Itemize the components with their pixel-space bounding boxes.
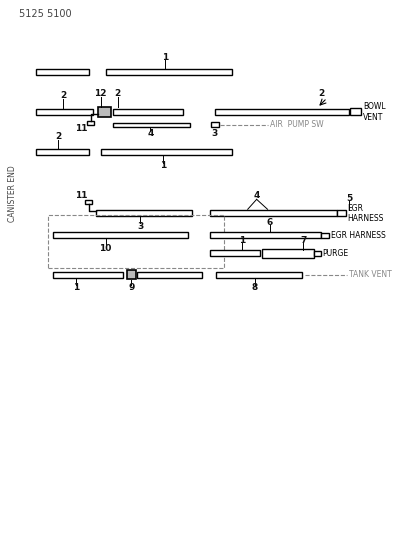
- Bar: [96, 211, 192, 216]
- Bar: [113, 109, 183, 115]
- Text: BOWL
VENT: BOWL VENT: [363, 102, 386, 122]
- Bar: [48, 215, 224, 268]
- Bar: [36, 69, 89, 75]
- Text: 9: 9: [128, 284, 135, 293]
- Bar: [53, 232, 188, 238]
- Bar: [210, 250, 259, 256]
- Bar: [350, 108, 361, 115]
- Text: 4: 4: [253, 191, 260, 200]
- Text: 10: 10: [100, 244, 112, 253]
- Bar: [113, 123, 190, 127]
- Bar: [98, 107, 111, 117]
- Text: 8: 8: [251, 284, 258, 293]
- Text: CANISTER END: CANISTER END: [8, 165, 17, 222]
- Bar: [87, 121, 94, 125]
- Text: 12: 12: [95, 90, 107, 99]
- Bar: [314, 251, 321, 255]
- Bar: [210, 232, 321, 238]
- Text: 3: 3: [137, 222, 144, 231]
- Text: 7: 7: [300, 236, 306, 245]
- Bar: [215, 109, 349, 115]
- Bar: [337, 211, 346, 216]
- Bar: [36, 109, 93, 115]
- Text: 4: 4: [147, 129, 153, 138]
- Bar: [262, 248, 314, 257]
- Bar: [216, 272, 302, 278]
- Text: 2: 2: [60, 91, 66, 100]
- Bar: [106, 69, 232, 75]
- Text: PURGE: PURGE: [322, 248, 348, 257]
- Text: 2: 2: [55, 132, 61, 141]
- Text: EGR
HARNESS: EGR HARNESS: [347, 204, 384, 223]
- Text: 6: 6: [266, 218, 273, 227]
- Text: 11: 11: [75, 191, 87, 200]
- Text: TANK VENT: TANK VENT: [349, 270, 392, 279]
- Text: 5125 5100: 5125 5100: [19, 9, 72, 19]
- Bar: [36, 149, 89, 155]
- Text: 1: 1: [162, 53, 169, 62]
- Bar: [101, 149, 232, 155]
- Bar: [85, 200, 92, 204]
- Bar: [53, 272, 122, 278]
- Text: AIR  PUMP SW: AIR PUMP SW: [270, 120, 323, 129]
- Bar: [321, 233, 329, 238]
- Text: 3: 3: [212, 129, 218, 138]
- Text: 1: 1: [160, 161, 166, 170]
- Bar: [137, 272, 202, 278]
- Text: EGR HARNESS: EGR HARNESS: [331, 231, 386, 240]
- Bar: [211, 122, 219, 127]
- Text: 5: 5: [346, 194, 352, 203]
- Bar: [126, 270, 136, 279]
- Text: 2: 2: [318, 90, 324, 99]
- Text: 11: 11: [75, 124, 87, 133]
- Bar: [210, 211, 337, 216]
- Text: 1: 1: [239, 236, 245, 245]
- Text: 1: 1: [73, 284, 79, 293]
- Text: 2: 2: [115, 90, 121, 99]
